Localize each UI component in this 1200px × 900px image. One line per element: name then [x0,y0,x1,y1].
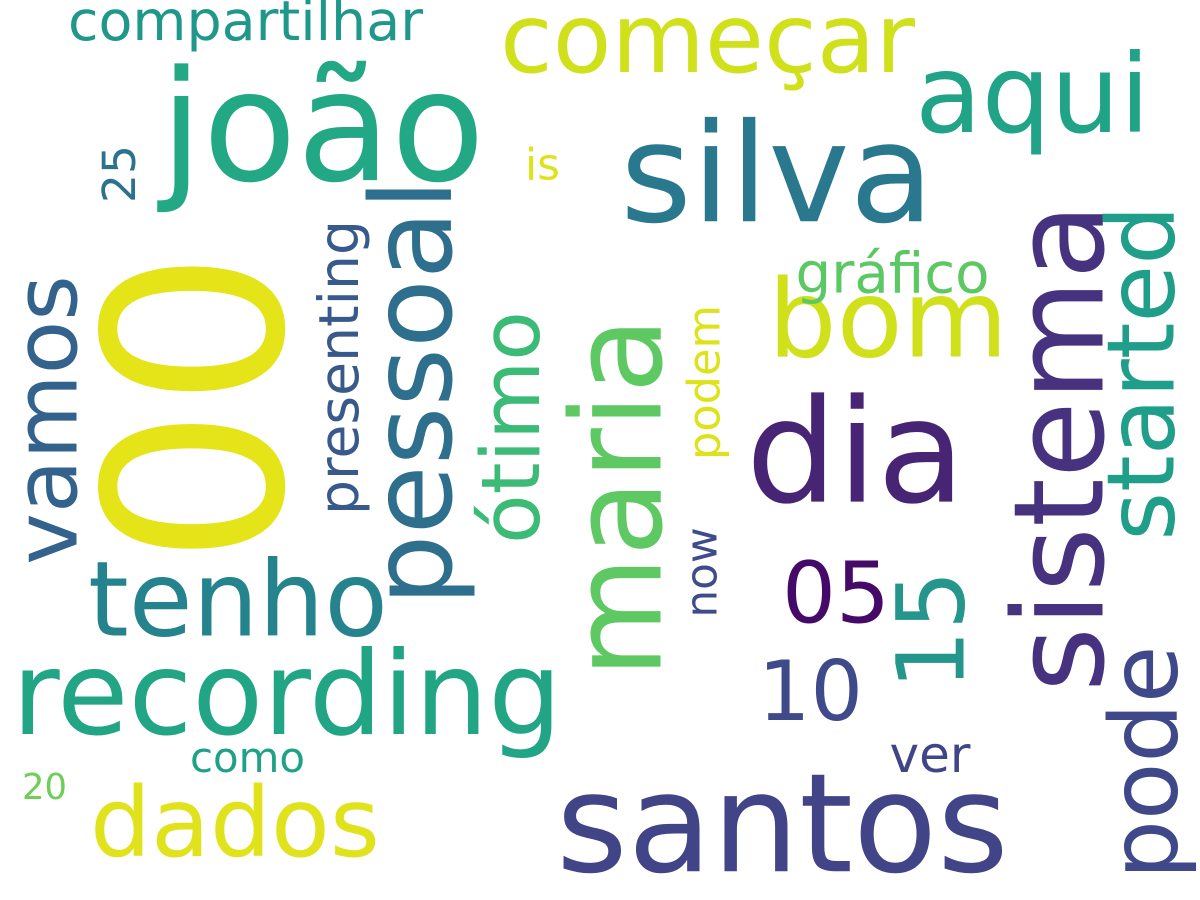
word-is: is [525,139,560,191]
word-25: 25 [93,145,147,203]
word-20: 20 [22,766,67,808]
word-dados: dados [90,766,380,879]
word-maria: maria [545,316,691,678]
word-dia: dia [745,368,966,536]
word-started: started [1087,205,1197,541]
word-joao: joão [160,38,485,218]
word-comecar: começar [500,0,915,95]
word-compartilhar: compartilhar [68,0,423,54]
word-pode: pode [1090,645,1200,880]
word-now: now [676,527,728,618]
word-tenho: tenho [88,539,388,661]
word-10: 10 [758,644,863,741]
word-05: 05 [782,544,890,644]
word-15: 15 [877,570,987,690]
word-recording: recording [12,627,562,762]
word-silva: silva [620,94,934,255]
word-grafico: gráfico [795,241,990,307]
word-otimo: ótimo [464,311,559,544]
word-bom: bom [768,257,1008,383]
word-presenting: presenting [307,220,372,515]
word-00: 00 [52,250,341,565]
word-vamos: vamos [0,275,98,565]
word-como: como [190,733,305,783]
word-ver: ver [889,726,971,784]
word-aqui: aqui [915,31,1150,159]
word-podem: podem [678,305,731,460]
word-santos: santos [556,744,1009,900]
